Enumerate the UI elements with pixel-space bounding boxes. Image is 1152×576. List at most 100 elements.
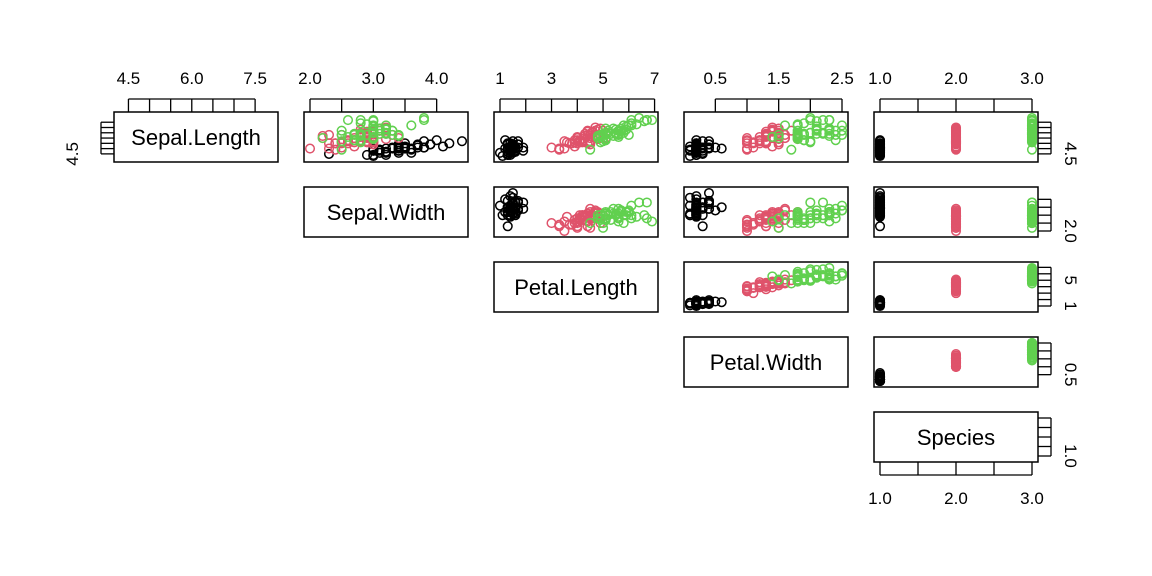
data-point bbox=[646, 216, 658, 227]
data-point bbox=[336, 129, 347, 140]
data-point bbox=[779, 203, 791, 214]
panel-frame bbox=[683, 186, 849, 238]
data-point bbox=[304, 143, 316, 154]
data-point bbox=[805, 266, 816, 277]
data-point bbox=[546, 142, 557, 153]
data-point bbox=[874, 221, 886, 232]
tick-label: 2.0 bbox=[298, 69, 322, 88]
tick-label: 3.0 bbox=[362, 69, 386, 88]
data-point bbox=[792, 268, 803, 279]
data-point bbox=[634, 197, 645, 208]
data-point bbox=[697, 148, 708, 159]
data-point bbox=[585, 144, 596, 155]
data-point bbox=[626, 118, 637, 129]
diagonal-label-petal-length: Petal.Length bbox=[514, 275, 638, 300]
data-point bbox=[684, 298, 696, 309]
tick-label: 2.5 bbox=[830, 69, 854, 88]
tick-label: 4.5 bbox=[117, 69, 141, 88]
tick-label: 2.0 bbox=[944, 69, 968, 88]
panel-sepal-width-vs-petal-width bbox=[683, 186, 849, 238]
data-point bbox=[546, 218, 557, 229]
diagonal-label-sepal-width: Sepal.Width bbox=[327, 200, 446, 225]
panel-sepal-length-vs-species bbox=[873, 111, 1039, 163]
data-point bbox=[355, 115, 366, 126]
data-point bbox=[874, 374, 886, 385]
data-point bbox=[505, 143, 516, 154]
data-point bbox=[950, 360, 962, 371]
data-point bbox=[574, 136, 585, 147]
data-point bbox=[368, 127, 379, 138]
data-point bbox=[773, 139, 784, 150]
panel-frame bbox=[113, 111, 279, 163]
data-point bbox=[691, 140, 702, 151]
data-point bbox=[874, 147, 886, 158]
data-point bbox=[830, 125, 841, 136]
data-point bbox=[1026, 130, 1038, 141]
data-point bbox=[817, 115, 829, 126]
diagonal-label-sepal-length: Sepal.Length bbox=[131, 125, 261, 150]
data-point bbox=[836, 270, 848, 281]
data-point bbox=[387, 129, 398, 140]
data-point bbox=[773, 208, 784, 219]
data-point bbox=[811, 208, 822, 219]
data-point bbox=[336, 125, 347, 136]
data-point bbox=[621, 124, 632, 135]
tick-label: 7 bbox=[650, 69, 659, 88]
tick-label: 2.0 bbox=[1061, 219, 1080, 243]
data-point bbox=[317, 133, 328, 144]
data-point bbox=[507, 199, 518, 210]
data-point bbox=[748, 288, 759, 299]
data-point bbox=[811, 128, 822, 139]
panel-frame bbox=[493, 261, 659, 313]
data-point bbox=[874, 199, 886, 210]
data-point bbox=[792, 210, 803, 221]
data-point bbox=[805, 210, 816, 221]
data-point bbox=[792, 128, 803, 139]
data-point bbox=[767, 271, 778, 282]
data-point bbox=[1026, 203, 1038, 214]
data-point bbox=[716, 202, 727, 213]
data-point bbox=[773, 133, 784, 144]
data-point bbox=[1026, 134, 1038, 145]
right-axis-sepal-width: 2.0 bbox=[1038, 198, 1080, 243]
data-point bbox=[393, 142, 404, 153]
data-point bbox=[691, 199, 702, 210]
data-point bbox=[748, 218, 759, 229]
top-axis-sepal-width: 2.0 3.0 4.0 bbox=[298, 69, 448, 112]
data-point bbox=[691, 205, 702, 216]
data-point bbox=[798, 214, 810, 225]
data-point bbox=[646, 115, 658, 126]
panel-petal-length-vs-species bbox=[873, 261, 1039, 313]
panel-petal-length-vs-petal-length: Petal.Length bbox=[493, 261, 659, 313]
data-point bbox=[600, 210, 611, 221]
tick-label: 4.0 bbox=[425, 69, 449, 88]
tick-label: 3.0 bbox=[1020, 489, 1044, 508]
data-point bbox=[824, 130, 835, 141]
right-axis-petal-length: 15 bbox=[1038, 266, 1080, 311]
data-point bbox=[716, 297, 727, 308]
top-axis-species: 1.0 2.0 3.0 bbox=[868, 69, 1044, 112]
data-point bbox=[950, 218, 962, 229]
tick-label: 0.5 bbox=[1061, 363, 1080, 387]
data-point bbox=[349, 135, 360, 146]
data-point bbox=[798, 275, 810, 286]
right-axis-sepal-length: 4.5 bbox=[1038, 121, 1080, 166]
data-point bbox=[518, 142, 529, 153]
tick-label: 1.0 bbox=[868, 489, 892, 508]
data-point bbox=[773, 125, 784, 136]
data-point bbox=[836, 125, 848, 136]
data-point bbox=[760, 280, 772, 292]
data-point bbox=[874, 210, 886, 221]
data-point bbox=[342, 135, 354, 146]
data-point bbox=[502, 221, 513, 232]
data-point bbox=[600, 214, 611, 225]
panel-sepal-length-vs-petal-width bbox=[683, 111, 849, 163]
data-point bbox=[641, 213, 652, 224]
data-point bbox=[585, 222, 596, 233]
data-point bbox=[608, 203, 619, 214]
data-point bbox=[387, 125, 398, 136]
data-point bbox=[754, 136, 765, 147]
data-point bbox=[510, 142, 521, 153]
bottom-axis-species: 1.0 2.0 3.0 bbox=[868, 462, 1044, 508]
data-point bbox=[1026, 210, 1038, 221]
